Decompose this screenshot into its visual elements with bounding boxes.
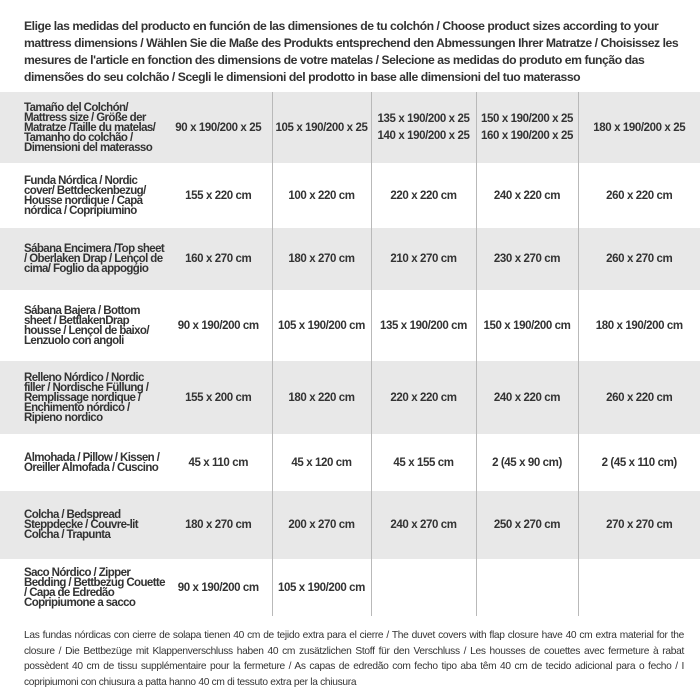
size-cell: 180 x 190/200 cm — [577, 290, 700, 361]
table-row: Sábana Bajera / Bottom sheet / Bettlaken… — [0, 290, 700, 361]
header-cell-line: 150 x 190/200 x 25 — [481, 112, 573, 125]
size-cell: 250 x 270 cm — [475, 491, 578, 559]
size-cell: 180 x 270 cm — [165, 491, 272, 559]
header-cell-line: 160 x 190/200 x 25 — [481, 129, 573, 142]
table-row: Almohada / Pillow / Kissen / Oreiller Al… — [0, 434, 700, 491]
size-cell: 45 x 120 cm — [271, 434, 371, 491]
table-row: Funda Nórdica / Nordic cover/ Bettdecken… — [0, 163, 700, 228]
size-cell: 210 x 270 cm — [370, 228, 476, 290]
table-row: Sábana Encimera /Top sheet / Oberlaken D… — [0, 228, 700, 290]
size-cell: 2 (45 x 90 cm) — [475, 434, 578, 491]
size-cell — [370, 559, 476, 616]
size-cell: 180 x 220 cm — [271, 361, 371, 434]
size-cell: 260 x 270 cm — [577, 228, 700, 290]
size-cell: 2 (45 x 110 cm) — [577, 434, 700, 491]
size-cell: 155 x 220 cm — [185, 189, 252, 202]
size-cell: 100 x 220 cm — [271, 163, 371, 228]
size-cell — [577, 559, 700, 616]
table-header-row: Tamaño del Colchón/ Mattress size / Größ… — [0, 92, 700, 163]
row-label: Sábana Bajera / Bottom sheet / Bettlaken… — [24, 304, 150, 347]
row-label: Funda Nórdica / Nordic cover/ Bettdecken… — [24, 174, 146, 217]
size-cell: 260 x 220 cm — [577, 361, 700, 434]
size-cell: 90 x 190/200 cm — [177, 581, 259, 594]
size-cell: 270 x 270 cm — [577, 491, 700, 559]
header-cell: 135 x 190/200 x 25 140 x 190/200 x 25 — [370, 92, 476, 163]
size-cell: 240 x 270 cm — [370, 491, 476, 559]
size-cell: 220 x 220 cm — [370, 163, 476, 228]
header-cell-line: 135 x 190/200 x 25 — [377, 112, 470, 125]
size-cell: 155 x 200 cm — [165, 361, 272, 434]
size-cell: 160 x 270 cm — [165, 228, 272, 290]
row-label: Sábana Encimera /Top sheet / Oberlaken D… — [0, 228, 165, 290]
size-cell: 150 x 190/200 cm — [475, 290, 578, 361]
table-row: Saco Nórdico / Zipper Bedding / Bettbezu… — [0, 559, 700, 616]
size-cell: 230 x 270 cm — [475, 228, 578, 290]
size-cell: 105 x 190/200 cm — [271, 559, 371, 616]
size-cell: 105 x 190/200 cm — [271, 290, 371, 361]
header-cell: 150 x 190/200 x 25 160 x 190/200 x 25 — [475, 92, 578, 163]
row-label: Almohada / Pillow / Kissen / Oreiller Al… — [24, 451, 160, 474]
table-row: Relleno Nórdico / Nordic filler / Nordis… — [0, 361, 700, 434]
size-cell: 135 x 190/200 cm — [370, 290, 476, 361]
row-label: Saco Nórdico / Zipper Bedding / Bettbezu… — [24, 566, 166, 609]
row-label: Colcha / Bedspread Steppdecke / Couvre-l… — [0, 491, 165, 559]
size-table: Tamaño del Colchón/ Mattress size / Größ… — [0, 92, 700, 616]
size-cell: 260 x 220 cm — [577, 163, 700, 228]
size-cell: 45 x 155 cm — [370, 434, 476, 491]
size-cell: 200 x 270 cm — [271, 491, 371, 559]
header-cell: 90 x 190/200 x 25 — [165, 92, 272, 163]
size-cell: 90 x 190/200 cm — [177, 319, 259, 332]
header-cell-line: 140 x 190/200 x 25 — [377, 129, 470, 142]
header-cell: 180 x 190/200 x 25 — [577, 92, 700, 163]
size-cell: 220 x 220 cm — [370, 361, 476, 434]
size-cell: 45 x 110 cm — [188, 456, 249, 469]
footnote: Las fundas nórdicas con cierre de solapa… — [24, 630, 684, 688]
size-cell: 240 x 220 cm — [475, 163, 578, 228]
table-row: Colcha / Bedspread Steppdecke / Couvre-l… — [0, 491, 700, 559]
intro-text: Elige las medidas del producto en funció… — [24, 19, 679, 84]
row-label: Relleno Nórdico / Nordic filler / Nordis… — [0, 361, 165, 434]
row-label: Tamaño del Colchón/ Mattress size / Größ… — [0, 92, 165, 163]
size-cell: 240 x 220 cm — [475, 361, 578, 434]
size-cell: 180 x 270 cm — [271, 228, 371, 290]
header-cell: 105 x 190/200 x 25 — [271, 92, 371, 163]
size-cell — [475, 559, 578, 616]
